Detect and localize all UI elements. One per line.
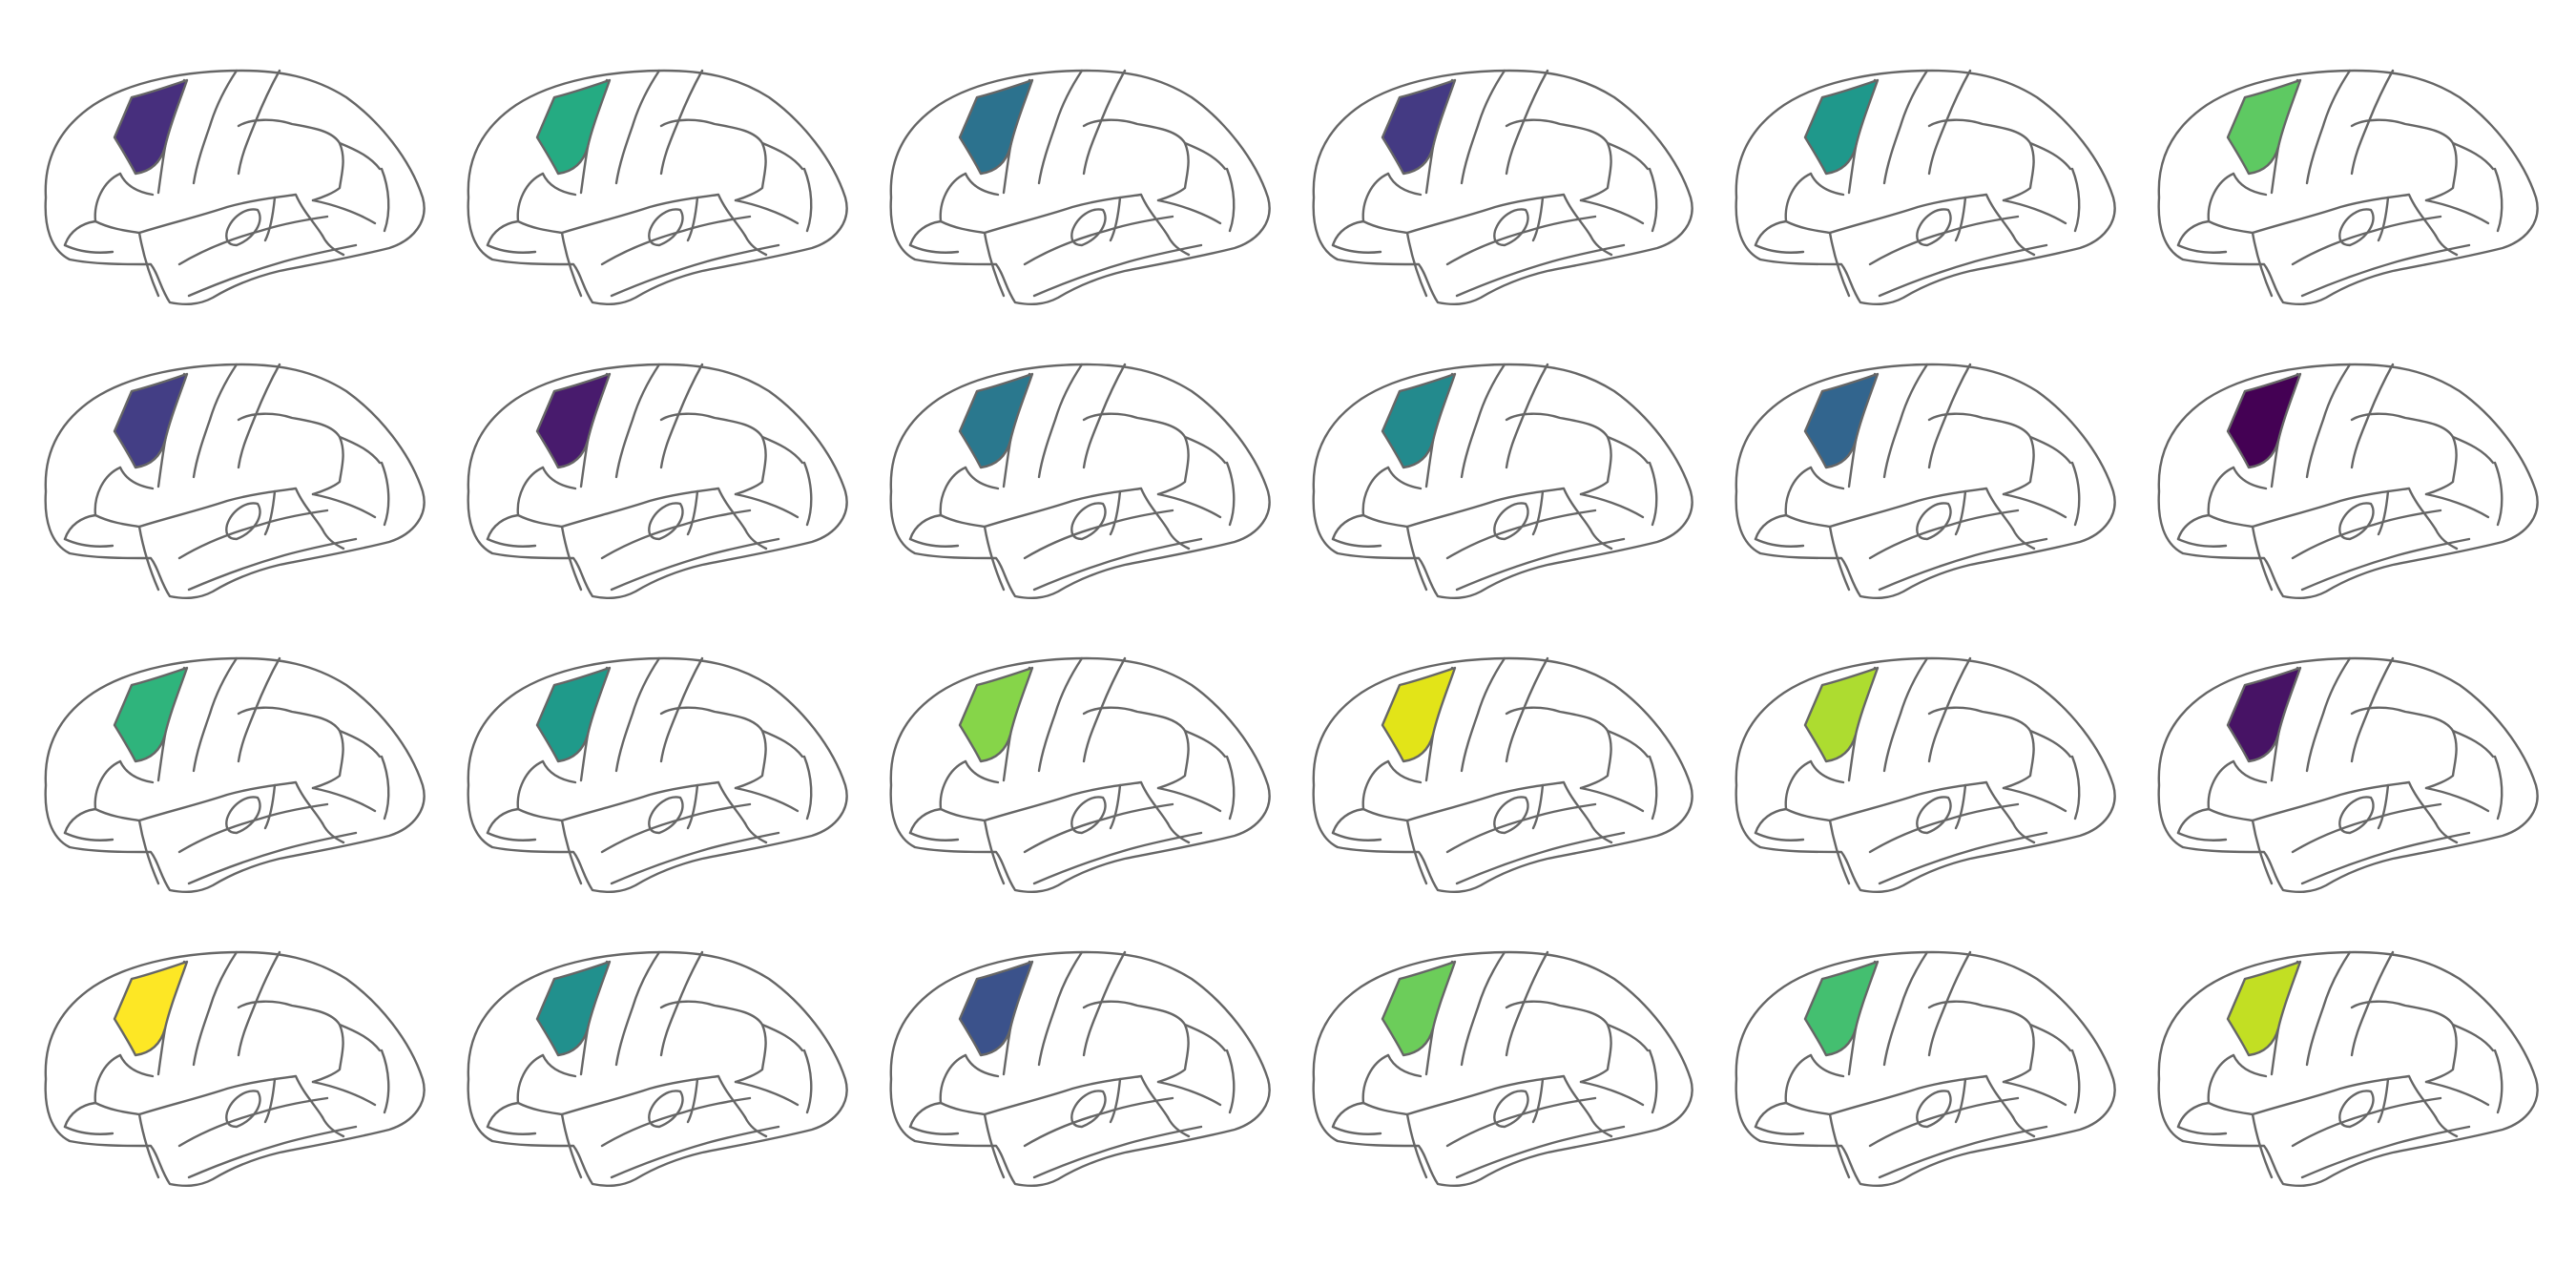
brain-panel (1312, 950, 1693, 1188)
brain-panel (2157, 69, 2539, 306)
brain-panel (2157, 656, 2539, 894)
region-highlight (958, 78, 1034, 176)
brain-panel (1735, 950, 2116, 1188)
brain-outline (1735, 69, 2116, 306)
region-highlight (1381, 666, 1457, 763)
region-highlight (2226, 960, 2302, 1057)
brain-outline (1735, 656, 2116, 894)
region-highlight (535, 960, 612, 1057)
brain-panel (467, 950, 848, 1188)
region-highlight (113, 372, 189, 469)
region-highlight (1803, 372, 1880, 469)
brain-panel (1312, 656, 1693, 894)
brain-panel (44, 950, 426, 1188)
brain-panel (1735, 363, 2116, 600)
region-highlight (535, 372, 612, 469)
region-highlight (2226, 372, 2302, 469)
brain-outline (1312, 363, 1693, 600)
brain-outline (44, 950, 426, 1188)
region-highlight (1381, 78, 1457, 176)
brain-outline (1312, 656, 1693, 894)
brain-panel (889, 656, 1271, 894)
region-highlight (1381, 372, 1457, 469)
brain-panel (467, 656, 848, 894)
brain-outline (2157, 656, 2539, 894)
brain-outline (1312, 950, 1693, 1188)
region-highlight (958, 666, 1034, 763)
region-highlight (1803, 666, 1880, 763)
brain-panel (2157, 363, 2539, 600)
region-highlight (2226, 666, 2302, 763)
brain-panel (44, 69, 426, 306)
brain-outline (44, 656, 426, 894)
region-highlight (958, 960, 1034, 1057)
region-highlight (535, 78, 612, 176)
region-highlight (1803, 78, 1880, 176)
brain-panel (889, 363, 1271, 600)
brain-panel (467, 69, 848, 306)
region-highlight (2226, 78, 2302, 176)
brain-outline (889, 69, 1271, 306)
brain-panel (44, 363, 426, 600)
brain-panel (889, 69, 1271, 306)
brain-outline (467, 363, 848, 600)
brain-outline (1735, 950, 2116, 1188)
brain-outline (44, 363, 426, 600)
brain-outline (2157, 363, 2539, 600)
brain-outline (1312, 69, 1693, 306)
brain-panel (467, 363, 848, 600)
brain-outline (889, 950, 1271, 1188)
brain-panel (889, 950, 1271, 1188)
brain-outline (2157, 69, 2539, 306)
brain-panel (44, 656, 426, 894)
brain-panel (2157, 950, 2539, 1188)
region-highlight (1381, 960, 1457, 1057)
brain-panel (1312, 363, 1693, 600)
region-highlight (958, 372, 1034, 469)
brain-outline (467, 69, 848, 306)
brain-panel (1735, 69, 2116, 306)
brain-outline (889, 363, 1271, 600)
brain-outline (44, 69, 426, 306)
region-highlight (113, 960, 189, 1057)
brain-panel (1735, 656, 2116, 894)
brain-outline (467, 950, 848, 1188)
brain-panel (1312, 69, 1693, 306)
region-highlight (535, 666, 612, 763)
region-highlight (113, 666, 189, 763)
region-highlight (1803, 960, 1880, 1057)
brain-outline (1735, 363, 2116, 600)
region-highlight (113, 78, 189, 176)
brain-outline (889, 656, 1271, 894)
brain-outline (467, 656, 848, 894)
brain-outline (2157, 950, 2539, 1188)
